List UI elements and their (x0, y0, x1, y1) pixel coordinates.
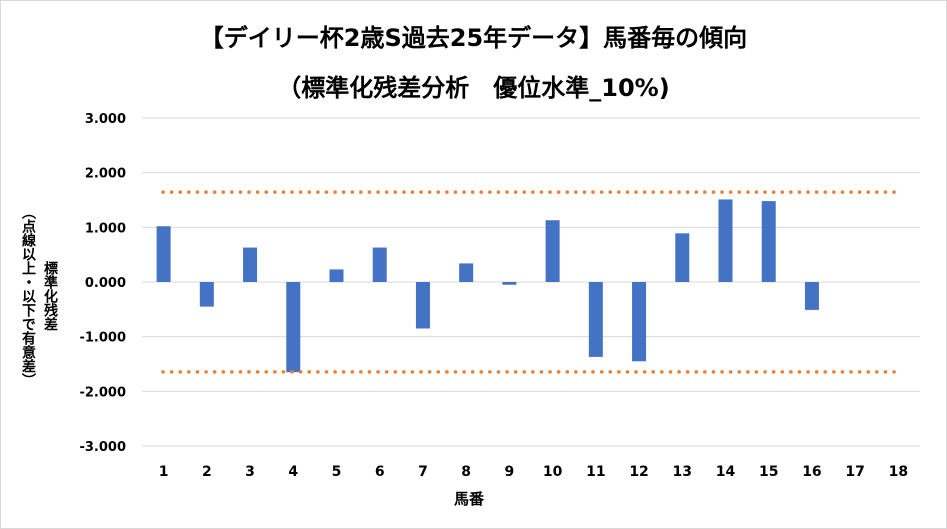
bar (459, 263, 474, 282)
gridlines (142, 117, 920, 447)
y-tick-label: 1.000 (85, 221, 126, 236)
bar (372, 247, 387, 282)
y-tick-label: -1.000 (79, 331, 126, 346)
bar (804, 282, 819, 310)
y-tick-label: 0.000 (85, 276, 126, 291)
bar (675, 233, 690, 282)
bar (156, 226, 171, 282)
bar (329, 269, 344, 282)
bar-series (156, 199, 819, 373)
x-tick-label: 2 (202, 464, 212, 480)
bar (243, 247, 258, 282)
x-tick-label: 8 (461, 464, 471, 480)
x-tick-label: 9 (505, 464, 515, 480)
x-tick-label: 18 (889, 464, 908, 480)
y-axis-label-line-1: 標準化残差 (42, 261, 58, 331)
x-tick-label: 6 (375, 464, 385, 480)
x-tick-label: 17 (845, 464, 864, 480)
bar (199, 282, 214, 307)
y-tick-label: -2.000 (79, 385, 126, 400)
bar (545, 220, 560, 282)
x-axis-label: 馬番 (454, 490, 485, 508)
y-tick-labels: 3.000 2.000 1.000 0.000 -1.000 -2.000 -3.000 (79, 112, 126, 455)
x-tick-labels: 1 2 3 4 5 6 7 8 9 10 11 12 13 14 15 16 17 18 (159, 464, 908, 480)
bar (588, 282, 603, 357)
x-tick-label: 1 (159, 464, 169, 480)
chart-title-line-1: 【デイリー杯2歳S過去25年データ】馬番毎の傾向 (199, 24, 748, 52)
x-tick-label: 3 (245, 464, 255, 480)
y-axis-label: 標準化残差 （点線以上・以下で有意差） (4, 168, 74, 424)
x-tick-label: 7 (418, 464, 428, 480)
x-tick-label: 5 (332, 464, 342, 480)
x-tick-label: 4 (288, 464, 298, 480)
bar (718, 199, 733, 282)
bar (286, 282, 301, 373)
bar (415, 282, 430, 329)
x-tick-label: 10 (543, 464, 563, 480)
x-tick-label: 13 (673, 464, 692, 480)
y-tick-label: -3.000 (79, 440, 126, 455)
chart-title-line-2: （標準化残差分析 優位水準_10%) (277, 74, 670, 102)
x-tick-label: 12 (629, 464, 648, 480)
y-axis-label-line-2: （点線以上・以下で有意差） (20, 205, 36, 387)
x-tick-label: 15 (759, 464, 778, 480)
bar (502, 282, 517, 285)
bar (632, 282, 647, 362)
y-tick-label: 3.000 (85, 112, 126, 127)
y-tick-label: 2.000 (85, 167, 126, 182)
bar (761, 201, 776, 282)
x-tick-label: 11 (586, 464, 605, 480)
x-tick-label: 16 (802, 464, 821, 480)
x-tick-label: 14 (716, 464, 736, 480)
